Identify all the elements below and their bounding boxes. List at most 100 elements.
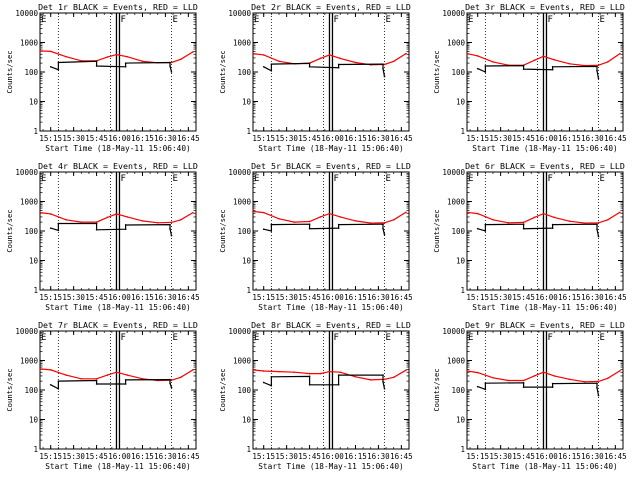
lld-data-point — [597, 380, 600, 383]
x-axis-label: Start Time (18-May-11 15:06:40) — [258, 303, 404, 312]
events-data-point — [49, 384, 52, 386]
events-data-point — [308, 227, 311, 230]
x-tick-label: 16:45 — [390, 293, 413, 302]
lld-data-point — [369, 379, 372, 381]
events-data-point — [551, 382, 554, 385]
lld-data-point — [492, 61, 494, 63]
x-tick-label: 15:15 — [252, 452, 275, 461]
y-tick-label: 1000 — [233, 198, 252, 207]
events-data-point — [522, 382, 525, 384]
x-tick-label: 16:45 — [177, 293, 200, 302]
lld-data-point — [507, 379, 510, 382]
x-tick-label: 16:30 — [581, 293, 604, 302]
events-data-point — [522, 68, 525, 70]
events-data-point — [597, 77, 600, 80]
x-tick-label: 16:00 — [108, 452, 131, 461]
y-tick-label: 1000 — [20, 357, 39, 366]
lld-data-point — [126, 216, 128, 218]
events-data-point — [124, 224, 127, 226]
marker-label: E — [468, 174, 473, 184]
x-tick-label: 16:30 — [154, 134, 177, 143]
marker-label: E — [173, 333, 178, 343]
lld-data-point — [179, 58, 182, 61]
x-tick-label: 16:30 — [154, 452, 177, 461]
lld-data-point — [65, 55, 67, 58]
events-series-line — [263, 62, 386, 77]
lld-data-point — [39, 211, 41, 214]
y-tick-label: 1 — [460, 445, 465, 454]
events-series-line — [477, 223, 600, 237]
lld-data-point — [476, 212, 479, 215]
x-tick-label: 15:15 — [252, 293, 275, 302]
lld-data-point — [39, 50, 41, 52]
events-data-point — [484, 230, 487, 232]
lld-data-point — [553, 216, 555, 219]
x-tick-label: 16:15 — [131, 134, 154, 143]
x-tick-label: 15:15 — [39, 293, 62, 302]
marker-label: F — [120, 333, 125, 343]
events-data-point — [522, 223, 525, 226]
events-data-point — [169, 382, 171, 385]
chart-title: Det 9r BLACK = Events, RED = LLD — [465, 320, 625, 330]
x-tick-label: 15:45 — [512, 293, 535, 302]
lld-data-point — [278, 60, 280, 63]
y-tick-label: 10 — [242, 98, 252, 107]
lld-data-point — [39, 368, 41, 370]
events-data-point — [382, 67, 384, 70]
lld-data-point — [179, 218, 182, 221]
x-tick-label: 15:15 — [466, 293, 489, 302]
events-data-point — [169, 65, 171, 67]
lld-data-point — [354, 61, 357, 64]
lld-data-point — [476, 371, 479, 374]
x-tick-label: 16:15 — [344, 134, 367, 143]
events-data-point — [308, 223, 311, 226]
x-tick-label: 15:30 — [489, 134, 512, 143]
events-data-point — [270, 223, 273, 226]
lld-data-point — [533, 59, 536, 62]
x-tick-label: 16:15 — [558, 293, 581, 302]
x-tick-label: 15:30 — [489, 293, 512, 302]
lld-data-point — [293, 371, 296, 374]
events-series-line — [263, 374, 386, 389]
lld-data-point — [95, 221, 98, 223]
y-tick-label: 10000 — [442, 327, 465, 336]
lld-data-point — [597, 221, 600, 224]
y-tick-label: 100 — [451, 386, 465, 395]
lld-data-point — [170, 221, 173, 224]
plot-frame — [466, 12, 624, 132]
events-data-point — [597, 394, 600, 397]
marker-label: E — [173, 15, 178, 25]
lld-data-point — [533, 216, 536, 219]
y-axis-label: Counts/sec — [218, 368, 227, 411]
lld-data-point — [492, 376, 494, 379]
x-tick-label: 15:30 — [275, 452, 298, 461]
events-data-point — [596, 69, 598, 72]
plot-frame — [466, 171, 624, 291]
lld-data-point — [606, 218, 609, 221]
marker-label: E — [386, 174, 391, 184]
events-data-point — [49, 66, 52, 68]
lld-data-point — [252, 210, 254, 213]
events-data-point — [337, 227, 340, 229]
lld-data-point — [106, 216, 109, 219]
events-data-point — [308, 66, 311, 68]
events-series-line — [477, 382, 600, 396]
lld-data-point — [383, 221, 386, 224]
lld-data-point — [583, 380, 586, 383]
lld-data-point — [606, 377, 609, 380]
events-data-point — [57, 222, 60, 225]
events-data-point — [95, 379, 98, 382]
lld-data-point — [106, 56, 109, 58]
events-data-point — [522, 227, 525, 230]
marker-label: E — [600, 15, 605, 25]
lld-data-point — [339, 57, 341, 60]
chart-title: Det 5r BLACK = Events, RED = LLD — [251, 161, 411, 171]
events-data-point — [308, 375, 311, 378]
events-data-point — [95, 383, 98, 385]
chart-title: Det 1r BLACK = Events, RED = LLD — [38, 2, 198, 12]
lld-data-point — [293, 221, 296, 223]
marker-label: F — [333, 174, 338, 184]
lld-data-point — [405, 369, 407, 371]
events-data-point — [337, 63, 340, 66]
events-data-point — [169, 61, 171, 64]
